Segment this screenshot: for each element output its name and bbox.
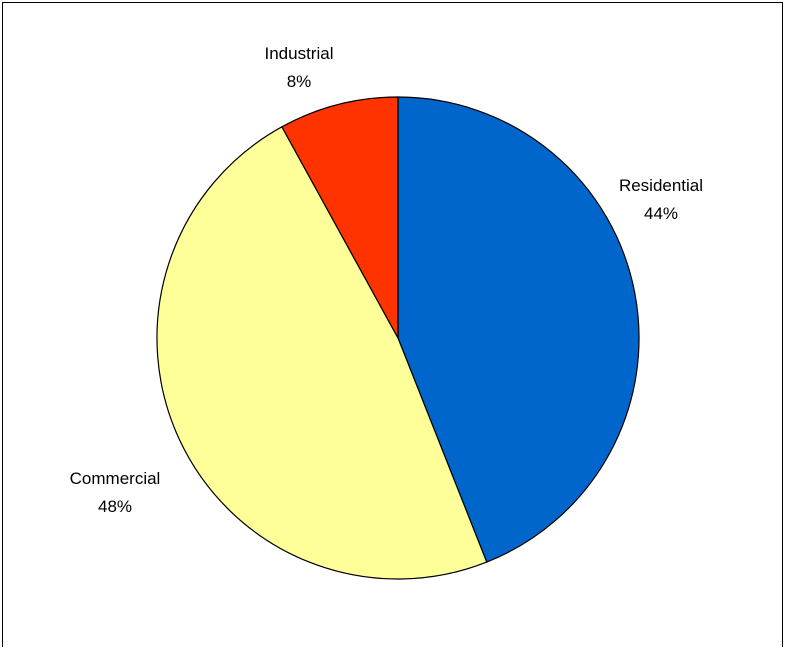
slice-percent-industrial: 8% — [287, 72, 312, 91]
pie-chart: Residential 44% Commercial 48% Industrial 8% — [70, 44, 703, 580]
pie-slice-commercial — [156, 125, 488, 580]
slice-percent-commercial: 48% — [98, 497, 132, 516]
slice-label-residential: Residential — [619, 176, 703, 195]
slice-label-commercial: Commercial — [70, 469, 161, 488]
pie-slice-industrial — [281, 96, 399, 339]
slice-percent-residential: 44% — [644, 204, 678, 223]
pie-labels: Residential 44% Commercial 48% Industrial 8% — [70, 44, 703, 516]
pie-slices — [156, 96, 640, 580]
slice-label-industrial: Industrial — [265, 44, 334, 63]
pie-slice-residential — [397, 96, 640, 563]
